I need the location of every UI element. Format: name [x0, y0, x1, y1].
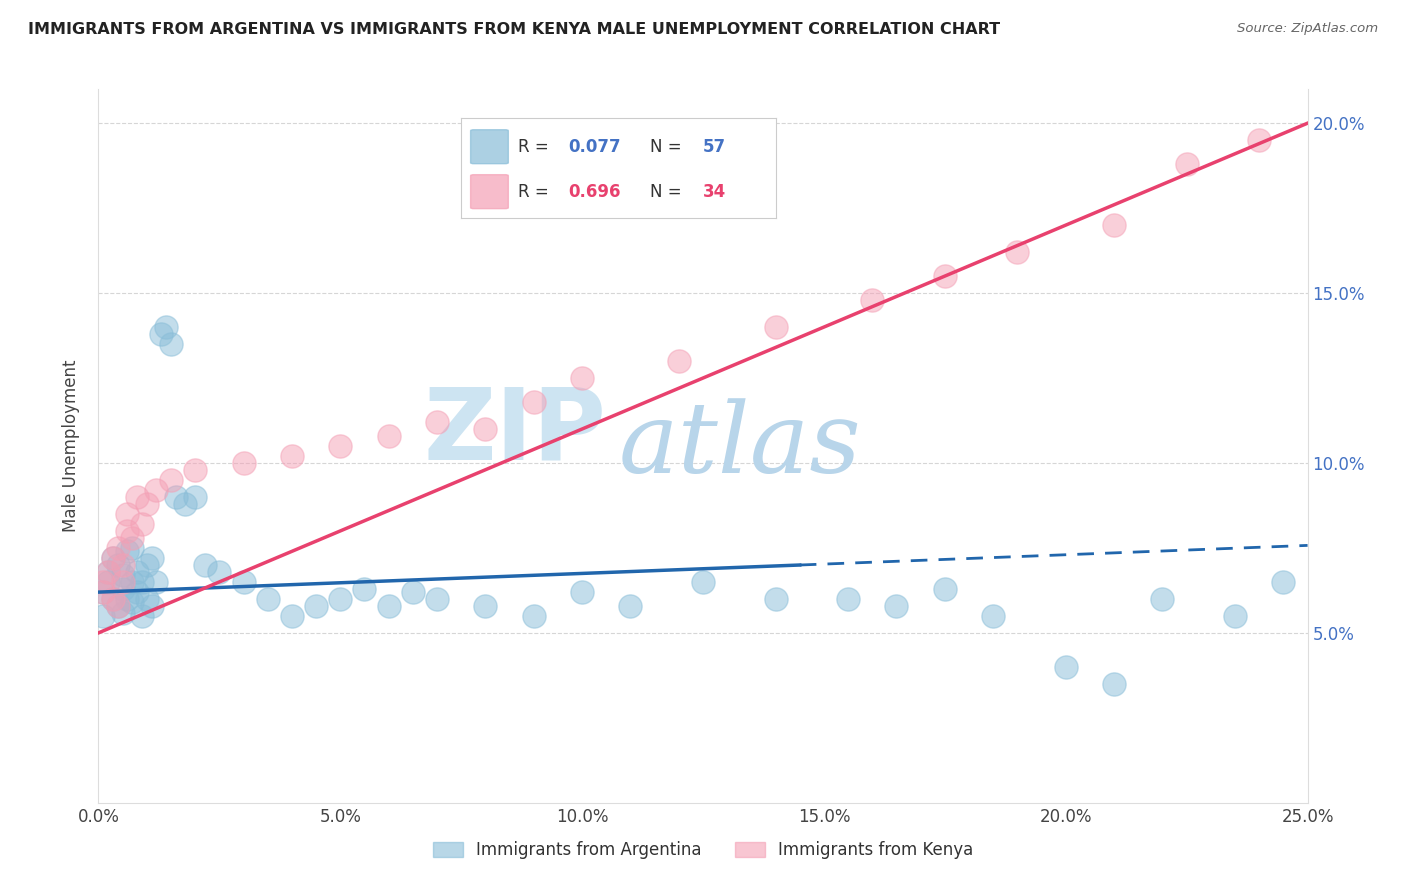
Point [571, 371, 593, 385]
Point [107, 599, 129, 613]
Point [232, 456, 254, 470]
Point [91, 574, 114, 589]
Point [145, 574, 167, 589]
Point [131, 574, 153, 589]
Point [426, 591, 449, 606]
Point [402, 585, 425, 599]
Point [1223, 608, 1246, 623]
Point [107, 541, 129, 555]
Point [1175, 157, 1198, 171]
Point [981, 608, 1004, 623]
Point [101, 551, 124, 566]
Point [329, 591, 352, 606]
Point [160, 337, 183, 351]
Point [1272, 574, 1295, 589]
Point [121, 595, 143, 609]
Point [1152, 591, 1174, 606]
Point [474, 599, 496, 613]
Point [111, 606, 134, 620]
Point [121, 574, 143, 589]
Point [886, 599, 908, 613]
Point [1007, 245, 1029, 260]
Text: Source: ZipAtlas.com: Source: ZipAtlas.com [1237, 22, 1378, 36]
Y-axis label: Male Unemployment: Male Unemployment [62, 359, 80, 533]
Point [208, 565, 231, 579]
Point [281, 449, 304, 463]
Point [232, 574, 254, 589]
Point [121, 531, 143, 545]
Point [127, 585, 149, 599]
Legend: Immigrants from Argentina, Immigrants from Kenya: Immigrants from Argentina, Immigrants fr… [426, 835, 980, 866]
Point [135, 558, 157, 572]
Point [131, 608, 153, 623]
Point [692, 574, 714, 589]
Text: atlas: atlas [619, 399, 860, 493]
Point [150, 326, 173, 341]
Point [668, 354, 690, 368]
Point [107, 558, 129, 572]
Point [281, 608, 304, 623]
Point [934, 582, 956, 596]
Point [111, 568, 134, 582]
Point [111, 558, 134, 572]
Point [174, 497, 197, 511]
Point [97, 565, 120, 579]
Point [135, 497, 157, 511]
Point [523, 394, 546, 409]
Point [135, 591, 157, 606]
Point [1102, 218, 1125, 232]
Point [474, 422, 496, 436]
Point [127, 490, 149, 504]
Point [377, 599, 399, 613]
Point [97, 574, 120, 589]
Point [860, 293, 883, 307]
Point [184, 463, 207, 477]
Point [141, 551, 163, 566]
Point [353, 582, 375, 596]
Point [101, 551, 124, 566]
Point [91, 608, 114, 623]
Point [111, 582, 134, 596]
Point [97, 565, 120, 579]
Point [117, 524, 139, 538]
Point [155, 320, 177, 334]
Point [117, 507, 139, 521]
Point [934, 269, 956, 284]
Point [91, 585, 114, 599]
Point [426, 415, 449, 429]
Point [101, 591, 124, 606]
Point [121, 541, 143, 555]
Point [101, 591, 124, 606]
Point [256, 591, 278, 606]
Point [305, 599, 328, 613]
Point [765, 591, 787, 606]
Point [117, 544, 139, 558]
Point [1249, 133, 1271, 147]
Point [765, 320, 787, 334]
Point [1054, 660, 1077, 674]
Point [837, 591, 859, 606]
Point [91, 585, 114, 599]
Point [571, 585, 593, 599]
Point [117, 591, 139, 606]
Point [194, 558, 217, 572]
Point [141, 599, 163, 613]
Point [619, 599, 641, 613]
Point [165, 490, 187, 504]
Point [377, 429, 399, 443]
Point [131, 517, 153, 532]
Text: ZIP: ZIP [423, 384, 606, 480]
Point [127, 565, 149, 579]
Text: IMMIGRANTS FROM ARGENTINA VS IMMIGRANTS FROM KENYA MALE UNEMPLOYMENT CORRELATION: IMMIGRANTS FROM ARGENTINA VS IMMIGRANTS … [28, 22, 1000, 37]
Point [111, 574, 134, 589]
Point [145, 483, 167, 498]
Point [160, 473, 183, 487]
Point [523, 608, 546, 623]
Point [329, 439, 352, 453]
Point [107, 599, 129, 613]
Point [184, 490, 207, 504]
Point [1102, 677, 1125, 691]
